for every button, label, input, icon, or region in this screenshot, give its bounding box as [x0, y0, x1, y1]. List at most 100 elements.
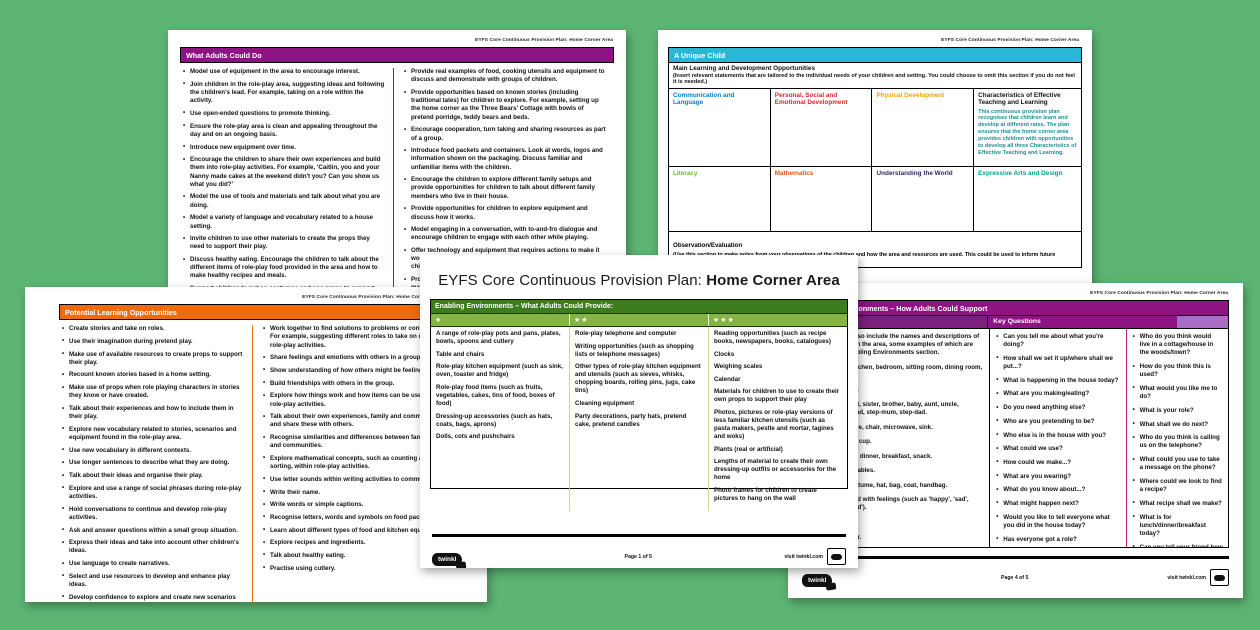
- main-learning-note: (Insert relevant statements that are tai…: [673, 73, 1075, 86]
- empty-subheader-cell: [1176, 316, 1228, 328]
- provide-item: Dolls, cots and pushchairs: [436, 433, 515, 441]
- bullet-item: Explore new vocabulary related to storie…: [61, 425, 244, 442]
- main-learning-title: Main Learning and Development Opportunit…: [673, 65, 816, 73]
- bullet-item: Write their name.: [262, 488, 445, 497]
- provide-item: Writing opportunities (such as shopping …: [575, 342, 694, 358]
- area-mathematics: Mathematics: [771, 166, 873, 231]
- question-item: What is your role?: [1132, 406, 1223, 415]
- provide-item: Clocks: [714, 350, 735, 358]
- question-item: What are you making/eating?: [995, 390, 1120, 398]
- observation-title: Observation/Evaluation: [673, 241, 743, 249]
- provide-item: Lengths of material to create their own …: [714, 458, 837, 482]
- star-rating-row: ★ ★★ ★★★: [431, 314, 847, 327]
- bullet-item: Share feelings and emotions with others …: [262, 354, 445, 362]
- doc-header: EYFS Core Continuous Provision Plan: Hom…: [302, 295, 440, 300]
- bullet-item: Recognise similarities and differences b…: [262, 434, 445, 450]
- support-subheader-row: Key Vocabulary Key Questions: [802, 316, 1229, 329]
- section-header-potential-learning: Potential Learning Opportunities: [59, 304, 453, 321]
- bullet-item: Model the use of tools and materials and…: [182, 193, 385, 209]
- main-learning-subtitle-box: Main Learning and Development Opportunit…: [668, 63, 1082, 89]
- provide-item: Reading opportunities (such as recipe bo…: [714, 330, 831, 346]
- bullet-item: Show understanding of how others might b…: [262, 366, 445, 375]
- bullet-item: Talk about their own experiences, family…: [262, 413, 445, 429]
- visit-link: visit twinkl.com: [784, 553, 823, 560]
- bullet-item: Use open-ended questions to promote thin…: [182, 109, 385, 118]
- bullet-item: Introduce food packets and containers. L…: [403, 147, 606, 172]
- provide-item: Photo frames for children to create pict…: [714, 486, 817, 502]
- question-item: What shall we do next?: [1132, 420, 1223, 429]
- page-number: Page 4 of 5: [1000, 574, 1029, 581]
- bullet-item: Recognise letters, words and symbols on …: [262, 513, 445, 522]
- vocabulary-line: family, mum, dad, sister, brother, baby,…: [809, 400, 959, 416]
- area-understanding-world: Understanding the World: [872, 166, 975, 231]
- twinkl-badge-icon: [827, 548, 846, 565]
- one-star-icon: ★: [431, 314, 570, 326]
- doc-header: EYFS Core Continuous Provision Plan: Hom…: [941, 38, 1079, 43]
- twinkl-logo: twinkl: [432, 552, 463, 566]
- provide-item: Weighing scales: [714, 363, 763, 371]
- question-item: Who else is in the house with you?: [995, 431, 1120, 440]
- question-item: How do you think this is used?: [1132, 363, 1223, 379]
- question-item: Who do you think is calling us on the te…: [1132, 434, 1223, 450]
- question-item: What is happening in the house today?: [995, 376, 1120, 385]
- doc-header: EYFS Core Continuous Provision Plan: Hom…: [475, 38, 613, 43]
- question-item: What are you wearing?: [995, 472, 1120, 481]
- bullet-item: Encourage cooperation, turn taking and s…: [403, 126, 606, 142]
- provide-item: Table and chairs: [436, 350, 485, 358]
- bullet-item: Make use of props when role playing char…: [61, 384, 244, 400]
- question-item: Can you tell your friend how you set thi…: [1132, 543, 1223, 547]
- bullet-item: Develop confidence to explore and create…: [61, 593, 244, 602]
- bullet-item: Encourage the children to share their ow…: [182, 156, 385, 189]
- three-star-icon: ★★★: [713, 316, 735, 324]
- vocabulary-line: breakfast, lunch, dinner, breakfast, sna…: [809, 452, 933, 460]
- page-provide-front: EYFS Core Continuous Provision Plan: Hom…: [420, 255, 858, 568]
- bullet-item: Explore mathematical concepts, such as c…: [262, 454, 445, 471]
- question-item: Would you like to tell everyone what you…: [995, 513, 1120, 530]
- question-item: How shall we set it up/where shall we pu…: [995, 354, 1120, 371]
- title-prefix: EYFS Core Continuous Provision Plan:: [438, 272, 707, 289]
- key-questions-column-2: Who do you think would live in a cottage…: [1127, 329, 1228, 547]
- question-item: What might happen next?: [995, 499, 1120, 508]
- question-item: Where could we look to find a recipe?: [1132, 477, 1223, 494]
- bullet-item: Use longer sentences to describe what th…: [61, 459, 244, 467]
- bullet-item: Talk about their ideas and organise thei…: [61, 472, 244, 480]
- bullet-item: Explore recipes and ingredients.: [262, 539, 445, 547]
- provide-item: Cleaning equipment: [575, 399, 635, 407]
- section-header-what-adults-could-do: What Adults Could Do: [180, 47, 614, 64]
- learning-column-1: Create stories and take on roles. Use the…: [59, 325, 252, 602]
- page-how-adults-could-support: EYFS Core Continuous Provision Plan: Hom…: [788, 283, 1243, 598]
- bullet-item: Encourage the children to explore differ…: [403, 176, 606, 201]
- provide-item: Photos, pictures or role-play versions o…: [714, 408, 834, 441]
- two-star-icon: ★★: [570, 314, 709, 326]
- question-item: What do you know about...?: [995, 486, 1120, 494]
- bullet-item: Work together to find solutions to probl…: [262, 325, 445, 350]
- section-header-how-adults-support: Enabling Environments – How Adults Could…: [802, 300, 1229, 317]
- bullet-item: Build friendships with others in the gro…: [262, 379, 445, 388]
- footer-rule: [432, 534, 846, 537]
- section-header-a-unique-child: A Unique Child: [668, 47, 1082, 64]
- provide-item: A range of role-play pots and pans, plat…: [436, 330, 561, 346]
- vocabulary-line: dressing up, costume, hat, bag, coat, ha…: [809, 481, 948, 489]
- bullet-item: Ensure the role-play area is clean and a…: [182, 122, 385, 139]
- section-header-enabling-environments: Enabling Environments – What Adults Coul…: [431, 300, 847, 314]
- question-item: Who are you pretending to be?: [995, 417, 1120, 426]
- twinkl-logo: twinkl: [802, 573, 833, 587]
- bullet-item: Recount known stories based in a home se…: [61, 371, 244, 379]
- bullet-item: Create stories and take on roles.: [61, 325, 244, 333]
- question-item: How could we make...?: [995, 458, 1120, 467]
- bullet-item: Provide real examples of food, cooking u…: [403, 68, 606, 84]
- question-item: What recipe shall we make?: [1132, 499, 1223, 508]
- area-characteristics: Characteristics of Effective Teaching an…: [974, 89, 1081, 167]
- question-item: What could you use to take a message on …: [1132, 456, 1223, 472]
- footer-rule: [802, 556, 1229, 559]
- provide-column-2: Role-play telephone and computer Writing …: [570, 327, 709, 511]
- vocabulary-line: oven, fridge, table, chair, microwave, s…: [809, 423, 933, 431]
- bullet-item: Model engaging in a conversation, with t…: [403, 226, 606, 242]
- bullet-item: Ask and answer questions within a small …: [61, 526, 244, 535]
- key-questions-column-1: Can you tell me about what you're doing?…: [990, 329, 1127, 547]
- characteristics-title: Characteristics of Effective Teaching an…: [978, 91, 1061, 107]
- bullet-item: Join children in the role-play area, sug…: [182, 80, 385, 106]
- area-communication-language: Communication and Language: [669, 88, 771, 167]
- bullet-item: Use language to create narratives.: [61, 560, 244, 568]
- provide-column-3: Reading opportunities (such as recipe bo…: [709, 327, 847, 511]
